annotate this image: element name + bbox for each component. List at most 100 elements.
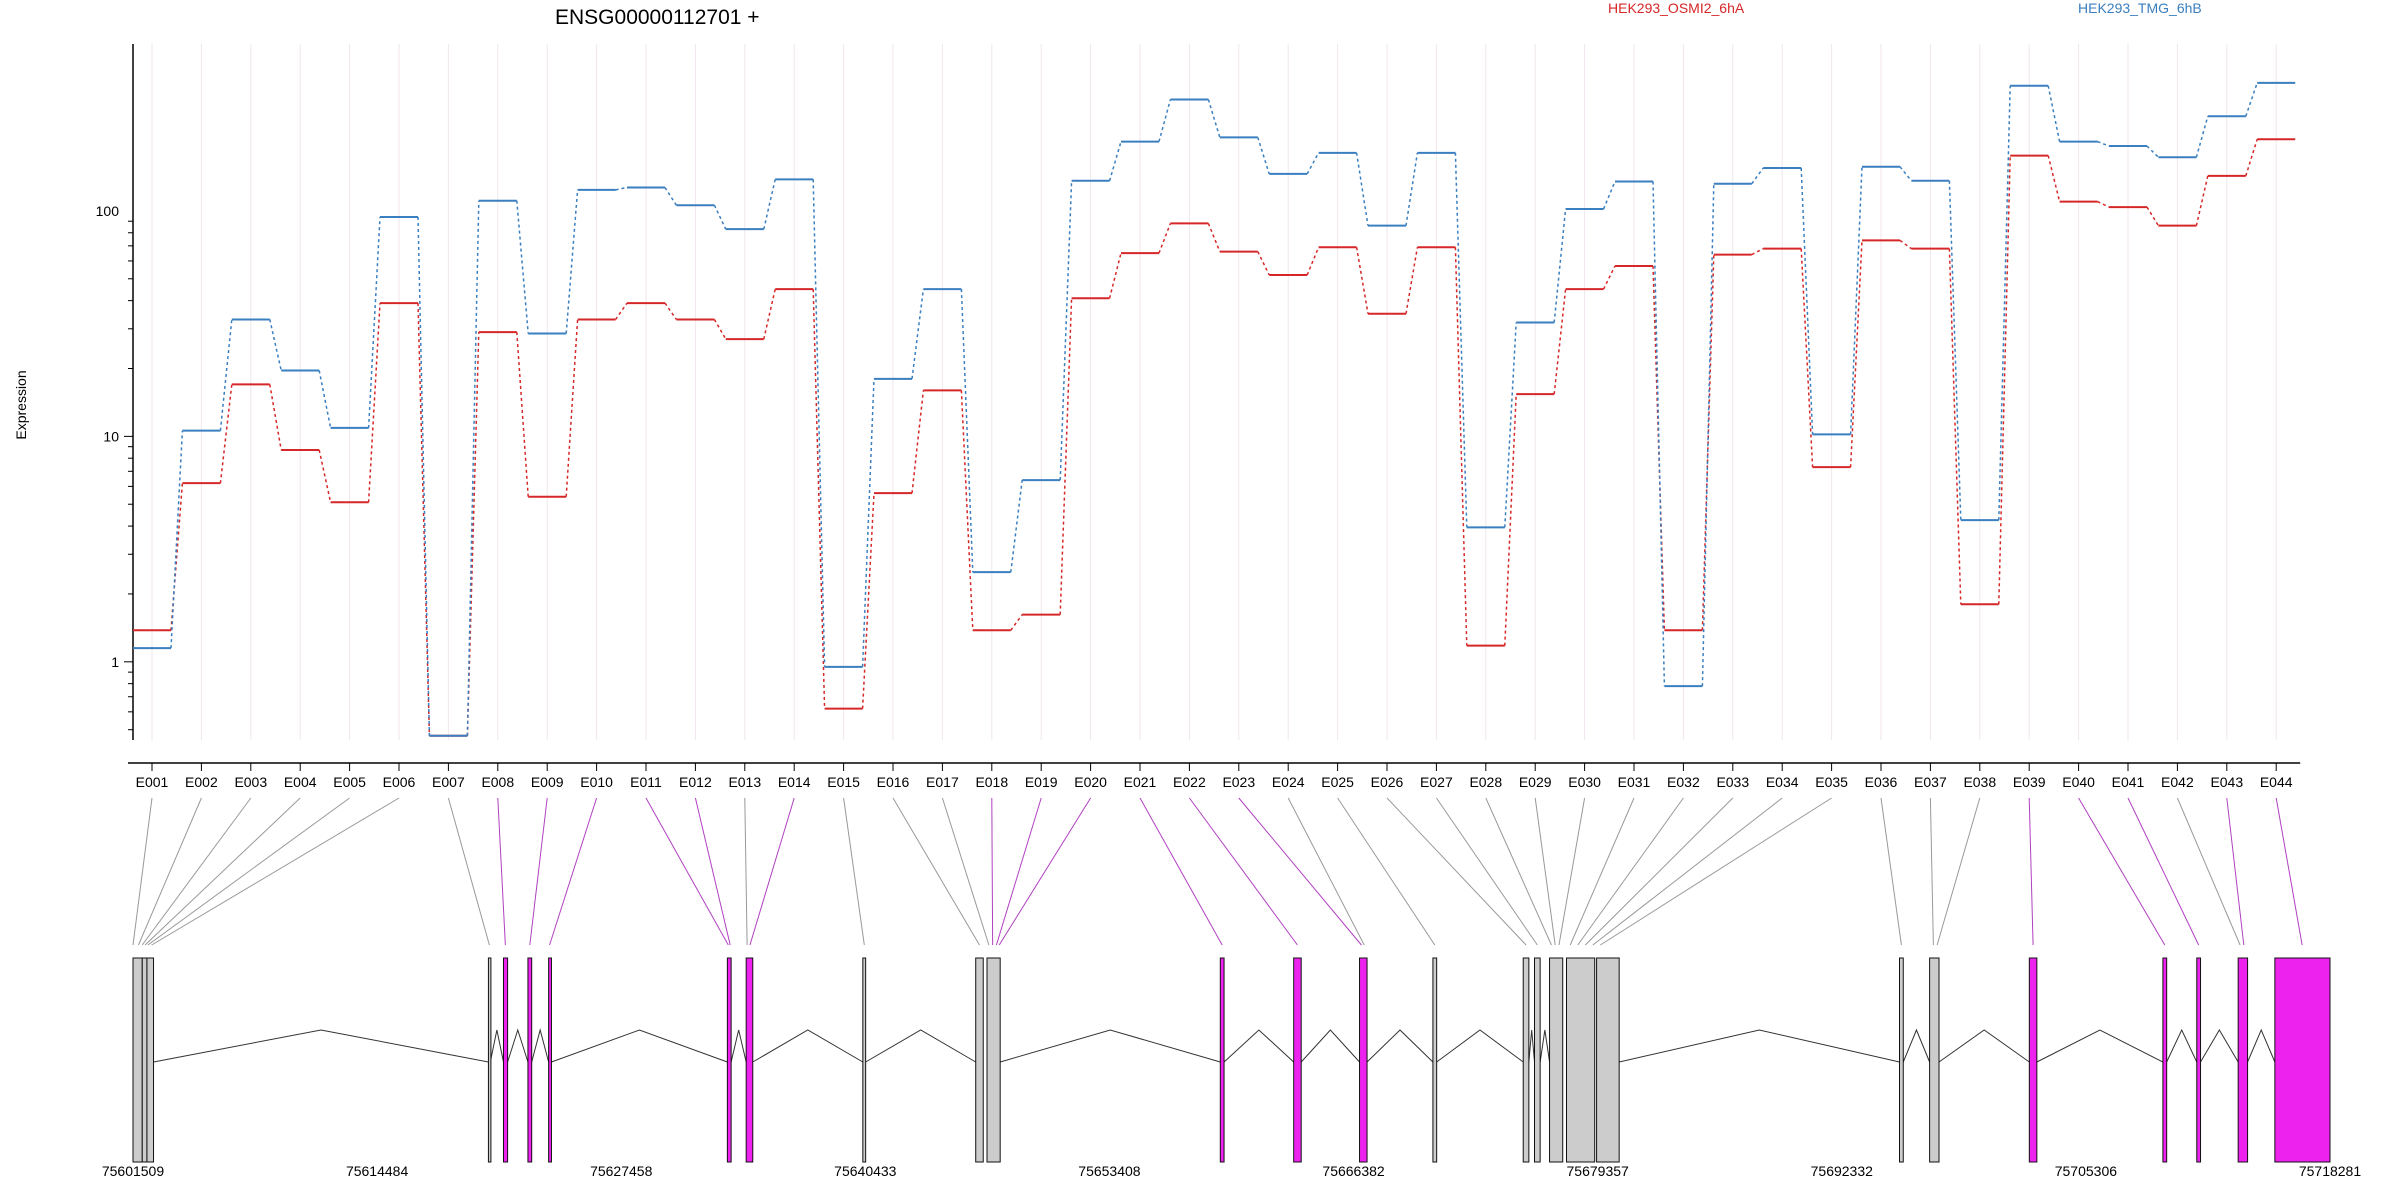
intron: [1366, 1029, 1434, 1063]
exon-connector: [144, 797, 301, 946]
exon-box: [1522, 957, 1530, 1163]
x-tick-label: E027: [1420, 774, 1453, 790]
series-2-link: [170, 430, 184, 649]
series-2-link: [318, 370, 332, 429]
series-1-link: [713, 319, 727, 340]
genome-coordinates: 75601509 75614484 75627458 75640433 75653408…: [102, 1163, 2362, 1179]
series-2-link: [1701, 183, 1715, 687]
x-tick-label: E038: [1963, 774, 1996, 790]
exon-box: [975, 957, 984, 1163]
series-lines: [133, 81, 2296, 737]
series-1-link: [1701, 254, 1715, 631]
intron: [1902, 1028, 1931, 1063]
x-tick-label: E015: [827, 774, 860, 790]
series-2-link: [1553, 208, 1567, 323]
series-1-link: [1059, 298, 1073, 615]
x-tick-label: E014: [778, 774, 811, 790]
series-1-link: [1207, 223, 1221, 252]
series-1-link: [269, 384, 282, 451]
intron: [551, 1029, 728, 1063]
exon-box: [146, 957, 155, 1163]
series-1-link: [2097, 200, 2110, 208]
exon-connector: [549, 797, 598, 946]
x-tick-label: E022: [1173, 774, 1206, 790]
x-tick-label: E011: [630, 774, 662, 790]
series-1-link: [2195, 175, 2209, 226]
x-tick-label: E036: [1865, 774, 1898, 790]
series-1-link: [664, 302, 678, 320]
exon-connector: [995, 797, 1042, 946]
exon-labels: E001 E002 E003 E004 E005 E006 E007 E008 E009 E010…: [136, 774, 2293, 790]
x-tick-label: E007: [432, 774, 465, 790]
exon-box: [1293, 957, 1302, 1163]
x-tick-label: E013: [728, 774, 761, 790]
exon-box: [986, 957, 1001, 1163]
exon-box: [1899, 957, 1904, 1163]
series-1-link: [1405, 247, 1419, 314]
series-1-link: [2245, 138, 2258, 177]
series-2-link: [960, 289, 974, 573]
x-tick-label: E008: [481, 774, 514, 790]
exon-connector: [2127, 797, 2200, 946]
coordinate-label: 75627458: [590, 1163, 653, 1179]
exon-connector: [1577, 797, 1684, 946]
x-tick-label: E018: [975, 774, 1008, 790]
series-1-link: [1602, 265, 1616, 290]
x-tick-label: E044: [2260, 774, 2293, 790]
series-2-link: [1602, 181, 1616, 210]
series-2-link: [664, 187, 678, 206]
axes: 1 10 100: [96, 44, 2301, 771]
series-2-link: [1454, 152, 1468, 528]
series-1-link: [565, 319, 579, 497]
exon-connector: [1880, 797, 1902, 946]
series-2-link: [1158, 99, 1172, 142]
series-1-link: [960, 390, 974, 631]
series-2-link: [615, 186, 628, 191]
exon-connector: [1600, 797, 1832, 946]
y-tick-label: 100: [96, 203, 120, 219]
exon-connector: [447, 797, 490, 946]
exon-connector: [138, 797, 202, 946]
exon-connector: [497, 797, 506, 946]
coordinate-label: 75718281: [2299, 1163, 2362, 1179]
coordinate-label: 75640433: [834, 1163, 897, 1179]
series-2-link: [2195, 116, 2209, 158]
exon-connector: [1337, 797, 1436, 946]
x-tick-label: E033: [1716, 774, 1749, 790]
exon-box: [1432, 957, 1438, 1163]
x-tick-label: E040: [2062, 774, 2095, 790]
series-2-link: [713, 204, 727, 230]
x-tick-label: E019: [1025, 774, 1058, 790]
series-2-link: [367, 216, 381, 428]
exon-box: [2274, 957, 2331, 1163]
coordinate-label: 75614484: [346, 1163, 409, 1179]
y-tick-label: 1: [111, 654, 119, 670]
y-tick-label: 10: [103, 428, 119, 444]
series-2-link: [2245, 82, 2258, 117]
x-tick-label: E032: [1667, 774, 1700, 790]
x-tick-label: E001: [136, 774, 169, 790]
series-1-link: [1454, 247, 1468, 646]
exon-connector: [1558, 797, 1586, 946]
series-2-link: [2146, 145, 2159, 158]
x-tick-label: E043: [2210, 774, 2243, 790]
series-2-link: [1849, 166, 1863, 435]
exon-connector: [151, 797, 400, 946]
exon-connector: [892, 797, 980, 946]
x-tick-label: E030: [1568, 774, 1601, 790]
series-2-link: [1504, 322, 1517, 528]
exon-connector: [941, 797, 990, 946]
exon-connector: [744, 797, 748, 946]
intron: [507, 1028, 529, 1063]
exon-connector: [1929, 797, 1934, 946]
series-1-link: [1899, 239, 1912, 250]
exon-connector: [132, 797, 153, 946]
intron: [1619, 1029, 1900, 1063]
exon-box: [132, 957, 143, 1163]
series-2-link: [219, 319, 233, 431]
series-2-link: [2097, 140, 2110, 147]
exon-box: [1219, 957, 1225, 1163]
exon-connector: [2028, 797, 2034, 946]
series-1-link: [1998, 155, 2011, 605]
intron: [730, 1029, 747, 1063]
